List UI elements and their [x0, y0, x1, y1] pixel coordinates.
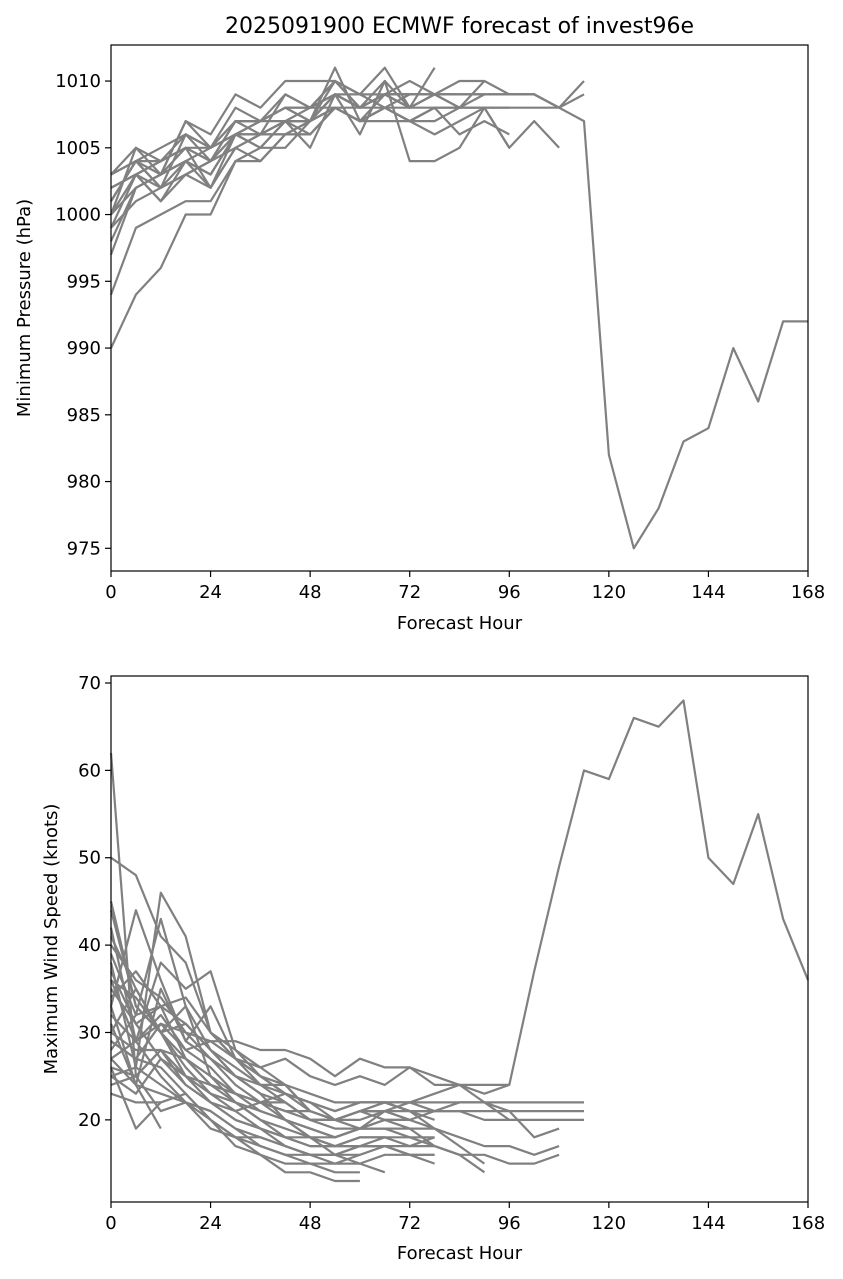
wind-series-line-19: [110, 1022, 510, 1095]
x-tick-label: 0: [105, 582, 116, 603]
pressure-series-line-16: [110, 93, 436, 189]
pressure-series-line-10: [110, 79, 485, 202]
wind-series-line-28: [109, 1005, 162, 1130]
y-tick-label: 1000: [55, 205, 101, 226]
wind-series-line-1: [109, 699, 810, 1113]
wind-y-ticks: 20 30 40 50 60 70: [78, 673, 111, 1131]
pressure-x-ticks: 0 24 48 72 96 120 144 168: [105, 571, 825, 603]
x-tick-label: 0: [105, 1213, 116, 1234]
wind-series-line-24: [110, 1031, 386, 1174]
pressure-plot-frame: [110, 44, 809, 572]
wind-series-group: [109, 699, 810, 1183]
pressure-y-ticks: 975 980 985 990 995 1000 1005 1010: [55, 71, 111, 559]
pressure-series-line-13: [110, 106, 436, 176]
y-tick-label: 980: [67, 472, 101, 493]
chart-title: 2025091900 ECMWF forecast of invest96e: [225, 14, 694, 39]
pressure-y-axis-label: Minimum Pressure (hPa): [14, 199, 35, 417]
wind-series-line-12: [110, 917, 435, 1148]
wind-series-line-10: [109, 927, 435, 1130]
x-tick-label: 168: [791, 582, 825, 603]
x-tick-label: 96: [498, 1213, 521, 1234]
y-tick-label: 985: [67, 405, 101, 426]
wind-series-line-22: [110, 1014, 385, 1156]
wind-x-ticks: 0 24 48 72 96 120 144 168: [105, 1202, 825, 1234]
wind-series-line-20: [110, 970, 510, 1121]
wind-panel: 0 24 48 72 96 120 144 168 20 30 40 50 60 70 Forecast…: [41, 673, 825, 1264]
y-tick-label: 1010: [55, 71, 101, 92]
x-tick-label: 72: [398, 582, 421, 603]
wind-series-line-14: [109, 987, 435, 1139]
y-tick-label: 990: [67, 338, 101, 359]
x-tick-label: 120: [592, 1213, 626, 1234]
wind-series-line-26: [110, 1057, 360, 1183]
wind-series-line-25: [110, 1066, 360, 1174]
y-tick-label: 1005: [55, 138, 101, 159]
x-tick-label: 72: [398, 1213, 421, 1234]
pressure-series-group: [109, 66, 808, 550]
wind-series-line-29: [110, 935, 411, 1122]
x-tick-label: 120: [592, 582, 626, 603]
y-tick-label: 40: [78, 935, 101, 956]
wind-x-axis-label: Forecast Hour: [397, 1243, 523, 1264]
y-tick-label: 30: [78, 1022, 101, 1043]
x-tick-label: 168: [791, 1213, 825, 1234]
x-tick-label: 24: [199, 1213, 222, 1234]
wind-series-line-30: [109, 953, 410, 1130]
wind-series-line-31: [109, 979, 411, 1122]
y-tick-label: 60: [78, 760, 101, 781]
pressure-series-line-11: [110, 93, 585, 203]
x-tick-label: 144: [691, 582, 725, 603]
y-tick-label: 975: [67, 538, 101, 559]
pressure-series-line-18: [110, 106, 510, 216]
wind-series-line-11: [109, 909, 435, 1122]
y-tick-label: 70: [78, 673, 101, 694]
x-tick-label: 48: [299, 582, 322, 603]
wind-series-line-9: [109, 891, 486, 1174]
x-tick-label: 24: [199, 582, 222, 603]
y-tick-label: 20: [78, 1110, 101, 1131]
wind-plot-frame: [110, 675, 809, 1203]
x-tick-label: 96: [498, 582, 521, 603]
x-tick-label: 144: [691, 1213, 725, 1234]
y-tick-label: 50: [78, 848, 101, 869]
pressure-x-axis-label: Forecast Hour: [397, 613, 523, 634]
y-tick-label: 995: [67, 271, 101, 292]
wind-y-axis-label: Maximum Wind Speed (knots): [41, 804, 62, 1075]
wind-series-line-18: [110, 1092, 435, 1165]
wind-series-line-27: [109, 1066, 162, 1130]
pressure-panel: 2025091900 ECMWF forecast of invest96e 0…: [14, 14, 825, 634]
wind-series-line-13: [110, 979, 435, 1148]
wind-series-line-21: [110, 970, 386, 1148]
x-tick-label: 48: [299, 1213, 322, 1234]
pressure-series-line-5: [109, 66, 436, 215]
